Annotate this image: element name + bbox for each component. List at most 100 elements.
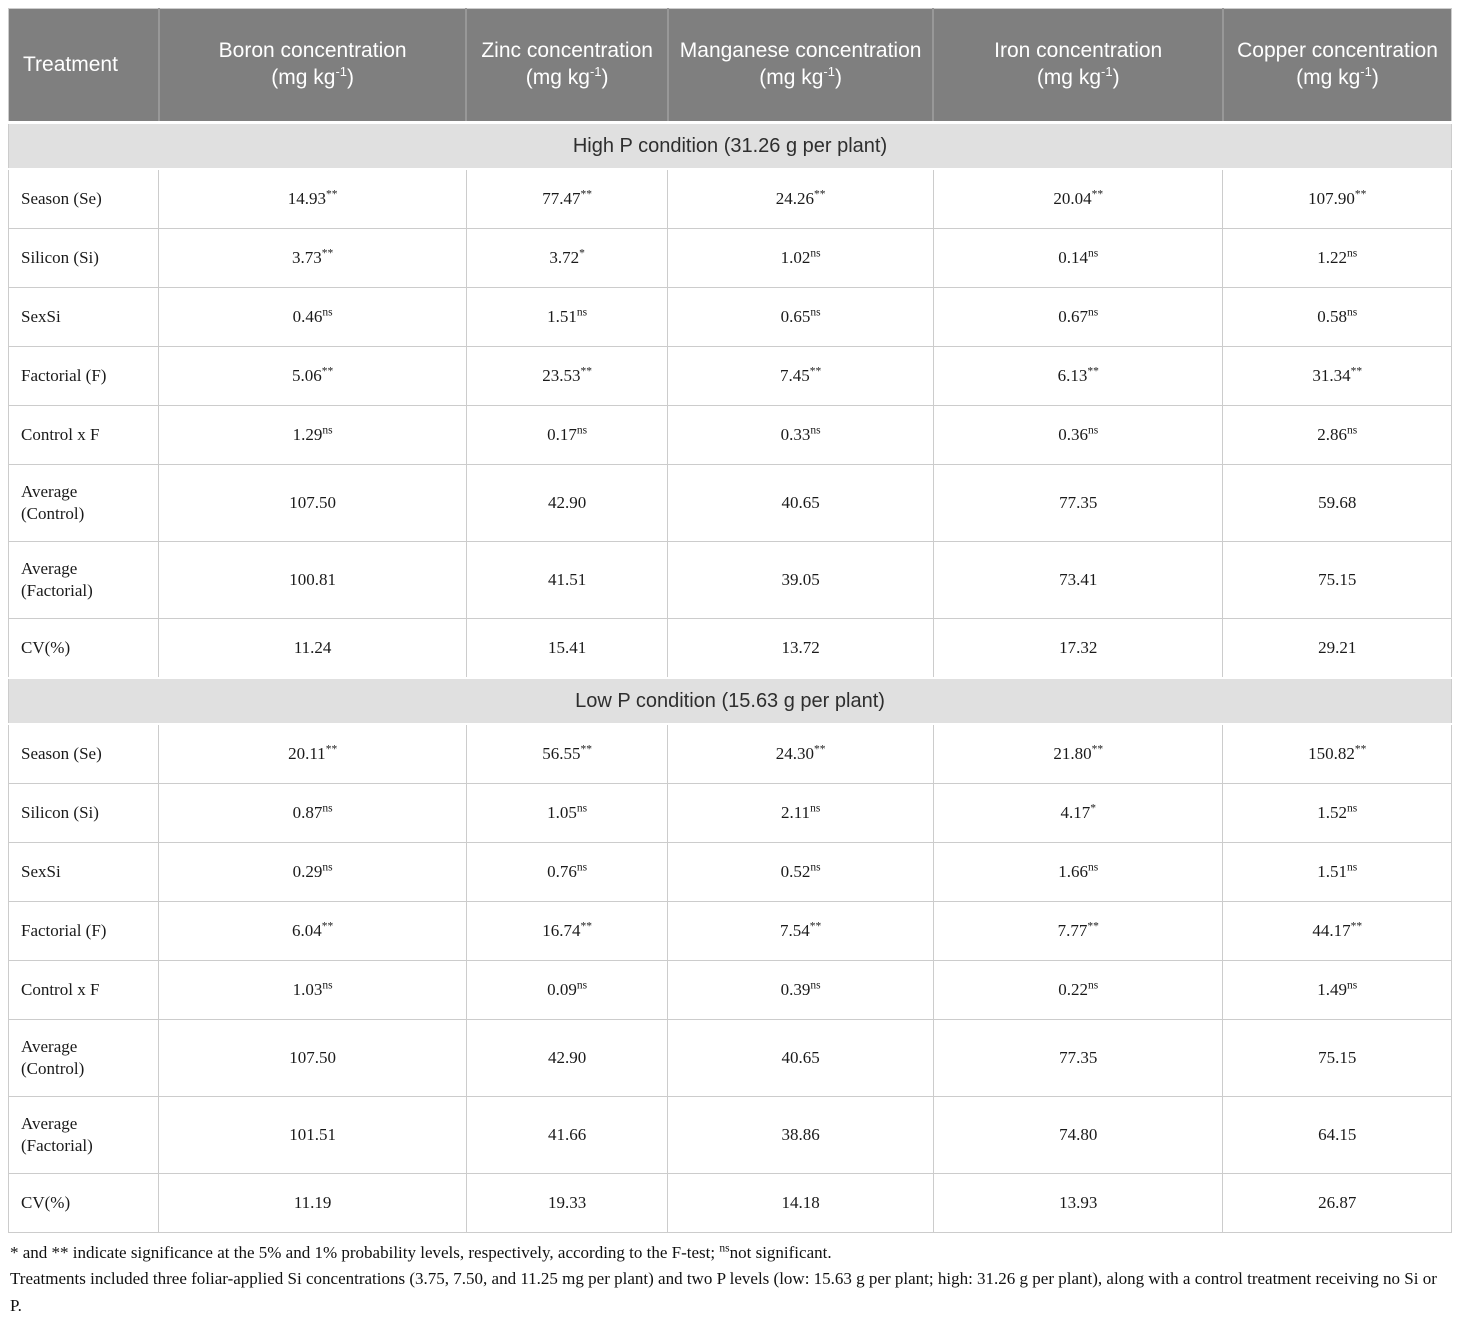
value-cell: 1.49ns (1222, 960, 1452, 1020)
value-cell: 0.14ns (932, 228, 1224, 288)
significance-marker: ** (1350, 365, 1363, 378)
value-cell: 40.65 (667, 1019, 934, 1097)
significance-marker: ** (325, 743, 338, 756)
value-cell: 3.72* (465, 228, 669, 288)
value-cell: 64.15 (1222, 1096, 1452, 1174)
row-label: Average (Factorial) (7, 1096, 160, 1174)
table-row: CV(%) 11.24 15.41 13.72 17.32 29.21 (7, 618, 1452, 679)
value-cell: 1.51ns (465, 287, 669, 347)
value-cell: 41.51 (465, 541, 669, 619)
row-label: Average (Factorial) (7, 541, 160, 619)
significance-marker: ** (1091, 743, 1104, 756)
row-label: SexSi (7, 287, 160, 347)
column-header-unit: (mg kg-1) (271, 64, 354, 89)
treatment-header-label: Treatment (23, 52, 118, 76)
value-cell: 0.17ns (465, 405, 669, 465)
significance-marker: ** (809, 365, 822, 378)
footnote-treatments: Treatments included three foliar-applied… (10, 1269, 1437, 1315)
value-cell: 14.18 (667, 1173, 934, 1233)
value-cell: 0.29ns (158, 842, 467, 902)
value-cell: 1.51ns (1222, 842, 1452, 902)
row-label: SexSi (7, 842, 160, 902)
value-cell: 20.04** (932, 168, 1224, 229)
value-cell: 29.21 (1222, 618, 1452, 679)
value-cell: 73.41 (932, 541, 1224, 619)
section-title: Low P condition (15.63 g per plant) (8, 677, 1452, 725)
table-row: Factorial (F) 6.04** 16.74** 7.54** 7.77** 44… (7, 901, 1452, 961)
significance-marker: ** (580, 743, 593, 756)
value-cell: 1.66ns (932, 842, 1224, 902)
column-header-manganese: Manganese concentration (mg kg-1) (667, 8, 935, 124)
table-row: Average (Control) 107.50 42.90 40.65 77.35 59… (7, 464, 1452, 542)
significance-marker: ns (1347, 979, 1358, 992)
value-cell: 7.77** (932, 901, 1224, 961)
value-cell: 1.02ns (667, 228, 934, 288)
value-cell: 16.74** (465, 901, 669, 961)
value-cell: 41.66 (465, 1096, 669, 1174)
significance-marker: ns (810, 247, 821, 260)
value-cell: 24.30** (667, 723, 934, 784)
value-cell: 0.52ns (667, 842, 934, 902)
value-cell: 11.24 (158, 618, 467, 679)
value-cell: 7.54** (667, 901, 934, 961)
significance-marker: ns (810, 424, 821, 437)
significance-marker: ns (576, 802, 588, 815)
row-label: Silicon (Si) (7, 228, 160, 288)
significance-marker: ** (1087, 365, 1099, 378)
value-cell: 74.80 (932, 1096, 1224, 1174)
column-header-copper: Copper concentration (mg kg-1) (1222, 8, 1452, 124)
value-cell: 6.13** (932, 346, 1224, 406)
significance-marker: ns (810, 979, 821, 992)
significance-marker: ** (813, 743, 826, 756)
value-cell: 23.53** (465, 346, 669, 406)
value-cell: 14.93** (158, 168, 467, 229)
column-header-iron: Iron concentration (mg kg-1) (933, 8, 1224, 124)
value-cell: 17.32 (932, 618, 1224, 679)
table-row: Average (Control) 107.50 42.90 40.65 77.35 75… (7, 1019, 1452, 1097)
significance-marker: ** (1087, 920, 1099, 933)
value-cell: 24.26** (667, 168, 934, 229)
significance-marker: ns (810, 861, 821, 874)
column-header-label: Manganese concentration (679, 39, 922, 63)
section-band-row: High P condition (31.26 g per plant) (8, 121, 1452, 170)
table-header: Treatment Boron concentration (mg kg-1) … (8, 8, 1452, 124)
table-row: Factorial (F) 5.06** 23.53** 7.45** 6.13** 31… (7, 346, 1452, 406)
significance-marker: ** (321, 365, 334, 378)
column-header-unit: (mg kg-1) (759, 64, 842, 89)
value-cell: 5.06** (158, 346, 467, 406)
significance-marker: ns (322, 802, 333, 815)
value-cell: 101.51 (158, 1096, 467, 1174)
value-cell: 77.35 (932, 464, 1224, 542)
column-header-label: Zinc concentration (481, 39, 653, 63)
value-cell: 15.41 (465, 618, 669, 679)
value-cell: 107.50 (158, 1019, 467, 1097)
row-label: Control x F (7, 960, 160, 1020)
significance-marker: ns (322, 979, 333, 992)
value-cell: 20.11** (158, 723, 467, 784)
significance-marker: ns (1347, 802, 1358, 815)
significance-marker: ns (810, 306, 821, 319)
value-cell: 0.76ns (465, 842, 669, 902)
column-header-label: Copper concentration (1237, 39, 1438, 63)
section-band-row: Low P condition (15.63 g per plant) (8, 677, 1452, 725)
column-header-label: Boron concentration (218, 39, 407, 63)
value-cell: 38.86 (667, 1096, 934, 1174)
significance-marker: ** (813, 188, 826, 201)
value-cell: 11.19 (158, 1173, 467, 1233)
significance-marker: ** (321, 247, 334, 260)
significance-marker: ns (322, 306, 333, 319)
column-header-zinc: Zinc concentration (mg kg-1) (466, 8, 669, 124)
significance-marker: ns (576, 979, 588, 992)
value-cell: 13.93 (932, 1173, 1224, 1233)
row-label: Average (Control) (7, 464, 160, 542)
significance-marker: ** (1354, 188, 1367, 201)
table-row: SexSi 0.29ns 0.76ns 0.52ns 1.66ns 1.51ns (7, 842, 1452, 902)
value-cell: 42.90 (465, 464, 669, 542)
significance-marker: ns (1347, 861, 1358, 874)
significance-marker: ns (1087, 247, 1099, 260)
significance-marker: ns (1087, 306, 1099, 319)
row-label: Silicon (Si) (7, 783, 160, 843)
table-row: Average (Factorial) 101.51 41.66 38.86 74.80… (7, 1096, 1452, 1174)
significance-marker: ns (576, 424, 588, 437)
